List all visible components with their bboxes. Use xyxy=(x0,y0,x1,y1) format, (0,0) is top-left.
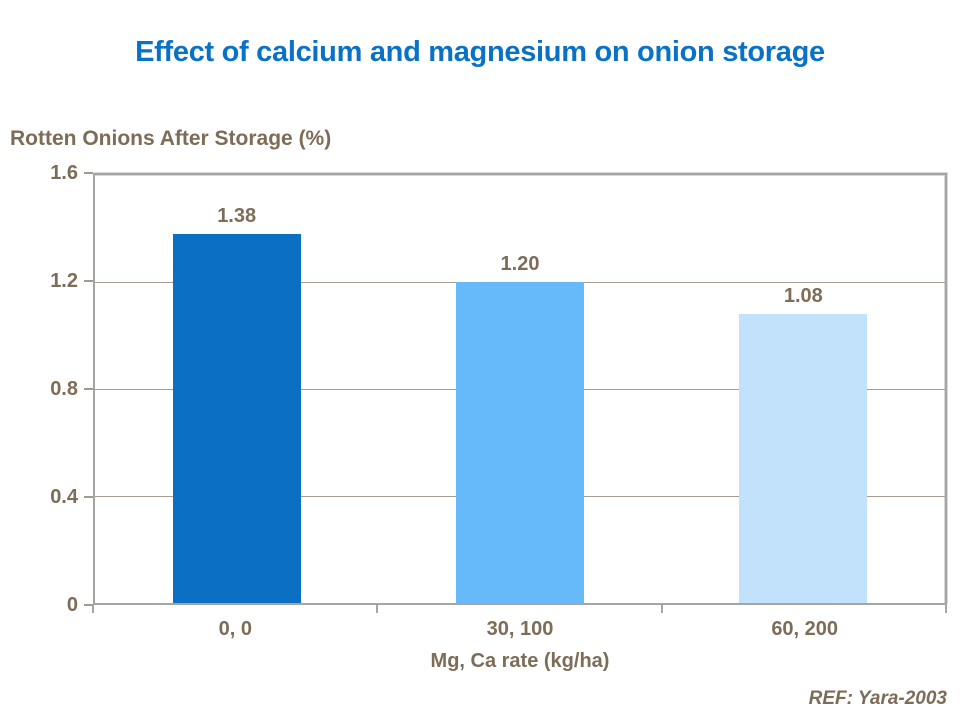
y-axis-tickmark xyxy=(84,496,93,498)
x-axis-tickmark xyxy=(92,605,94,613)
x-category-label: 0, 0 xyxy=(218,618,253,640)
y-axis-tickmark xyxy=(84,388,93,390)
plot-area: 1.38 1.20 1.08 xyxy=(93,173,947,605)
x-category-label: 60, 200 xyxy=(771,618,839,640)
y-axis-tickmark xyxy=(84,172,93,174)
y-tick-label: 1.6 xyxy=(50,162,78,184)
y-tick-label: 0.4 xyxy=(50,486,78,508)
bar-group: 1.08 xyxy=(662,175,945,603)
bar xyxy=(455,282,584,603)
y-axis-tickmark xyxy=(84,604,93,606)
bar-value-label: 1.20 xyxy=(500,253,540,275)
x-axis-tickmark xyxy=(661,605,663,613)
bar-value-label: 1.08 xyxy=(783,285,823,308)
bar xyxy=(739,314,868,603)
y-tick-label: 1.2 xyxy=(50,270,78,292)
reference-note: REF: Yara-2003 xyxy=(808,688,947,709)
x-axis-tickmark xyxy=(945,605,947,613)
chart-title: Effect of calcium and magnesium on onion… xyxy=(135,36,825,68)
y-tick-label: 0.8 xyxy=(50,378,78,400)
bar-group: 1.38 xyxy=(95,175,378,603)
y-axis-title: Rotten Onions After Storage (%) xyxy=(10,127,332,150)
y-tick-label: 0 xyxy=(66,594,78,616)
bar-value-label: 1.38 xyxy=(217,204,257,227)
y-axis-tickmark xyxy=(84,280,93,282)
bar-group: 1.20 xyxy=(378,175,661,603)
x-axis-title: Mg, Ca rate (kg/ha) xyxy=(430,650,610,672)
x-category-labels: 0, 0 30, 100 60, 200 xyxy=(93,618,947,641)
bar-series: 1.38 1.20 1.08 xyxy=(95,175,945,603)
x-category-label: 30, 100 xyxy=(486,618,554,640)
x-axis-tickmark xyxy=(376,605,378,613)
bar xyxy=(172,233,301,603)
